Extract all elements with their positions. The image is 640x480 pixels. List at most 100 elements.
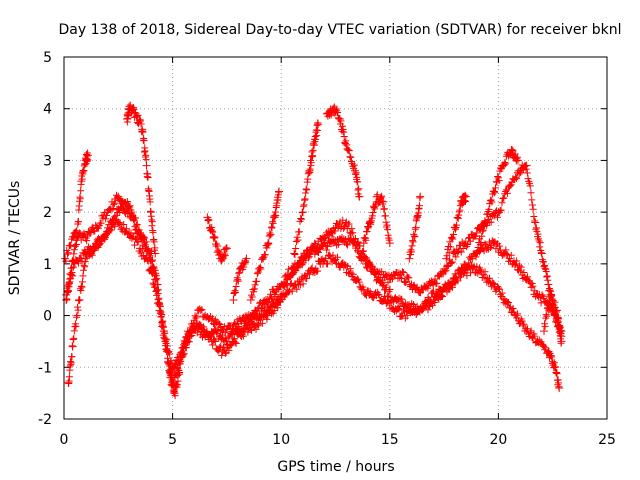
data-point [455,208,463,216]
series-layer [61,101,566,400]
data-point [485,205,493,213]
data-point [161,329,169,337]
data-point [134,111,142,119]
x-tick-label: 20 [489,432,507,448]
data-point [63,295,71,303]
data-point [137,231,145,239]
data-point [342,137,350,145]
data-point [78,283,86,291]
data-point [74,306,82,314]
data-point [134,238,142,246]
data-point [461,191,469,199]
data-point [232,339,240,347]
data-point [454,249,462,257]
data-point [493,213,501,221]
data-point [394,304,402,312]
data-point [221,329,229,337]
data-point [254,322,262,330]
data-point [313,127,321,135]
series-track-12 [405,192,425,263]
data-point [461,198,469,206]
data-point [303,178,311,186]
data-point [505,299,513,307]
data-point [164,342,172,350]
data-point [98,236,106,244]
data-point [312,135,320,143]
data-point [170,380,178,388]
data-point [225,346,233,354]
data-point [204,216,212,224]
data-point [339,122,347,130]
data-point [322,241,330,249]
data-point [409,238,417,246]
data-point [534,230,542,238]
data-point [385,236,393,244]
data-point [485,278,493,286]
data-point [348,225,356,233]
data-point [241,258,249,266]
data-point [302,189,310,197]
data-point [84,156,92,164]
series-track-5 [122,101,160,258]
data-point [395,305,403,313]
series-track-14 [472,146,522,258]
data-point [494,174,502,182]
data-point [257,305,265,313]
data-point [91,245,99,253]
data-point [147,257,155,265]
data-point [398,295,406,303]
data-point [261,251,269,259]
data-point [513,155,521,163]
data-point [293,285,301,293]
data-point [77,282,85,290]
data-point [332,105,340,113]
data-point [70,334,78,342]
data-point [231,320,239,328]
data-point [522,165,530,173]
data-point [540,327,549,336]
data-point [481,268,489,276]
data-point [479,226,487,234]
data-point [509,304,517,312]
data-point [79,272,87,280]
data-point [106,226,114,234]
data-point [75,297,83,305]
data-point [549,358,557,366]
y-tick-label: 0 [43,309,52,325]
data-point [97,219,105,227]
data-point [294,264,302,272]
data-point [539,258,547,266]
data-point [500,194,508,202]
data-point [176,370,184,378]
data-point [452,274,460,282]
data-point [350,164,358,172]
data-point [557,339,565,347]
data-point [379,282,387,290]
data-point [506,181,514,189]
data-point [411,225,419,233]
data-point [239,332,247,340]
data-point [269,218,277,226]
data-point [72,236,80,244]
data-point [343,241,351,249]
data-point [74,259,82,267]
data-point [122,225,130,233]
data-point [526,329,534,337]
data-point [544,276,552,284]
series-track-7 [229,254,251,305]
data-point [318,235,326,243]
data-point [210,336,218,344]
data-point [214,242,222,250]
data-point [453,245,461,253]
data-point [367,220,375,228]
data-point [233,320,241,328]
data-point [268,224,276,232]
data-point [350,161,358,169]
data-point [246,315,254,323]
data-point [453,221,461,229]
data-point [353,275,361,283]
data-point [542,298,550,306]
data-point [353,247,361,255]
data-point [355,185,363,193]
data-point [140,239,148,247]
